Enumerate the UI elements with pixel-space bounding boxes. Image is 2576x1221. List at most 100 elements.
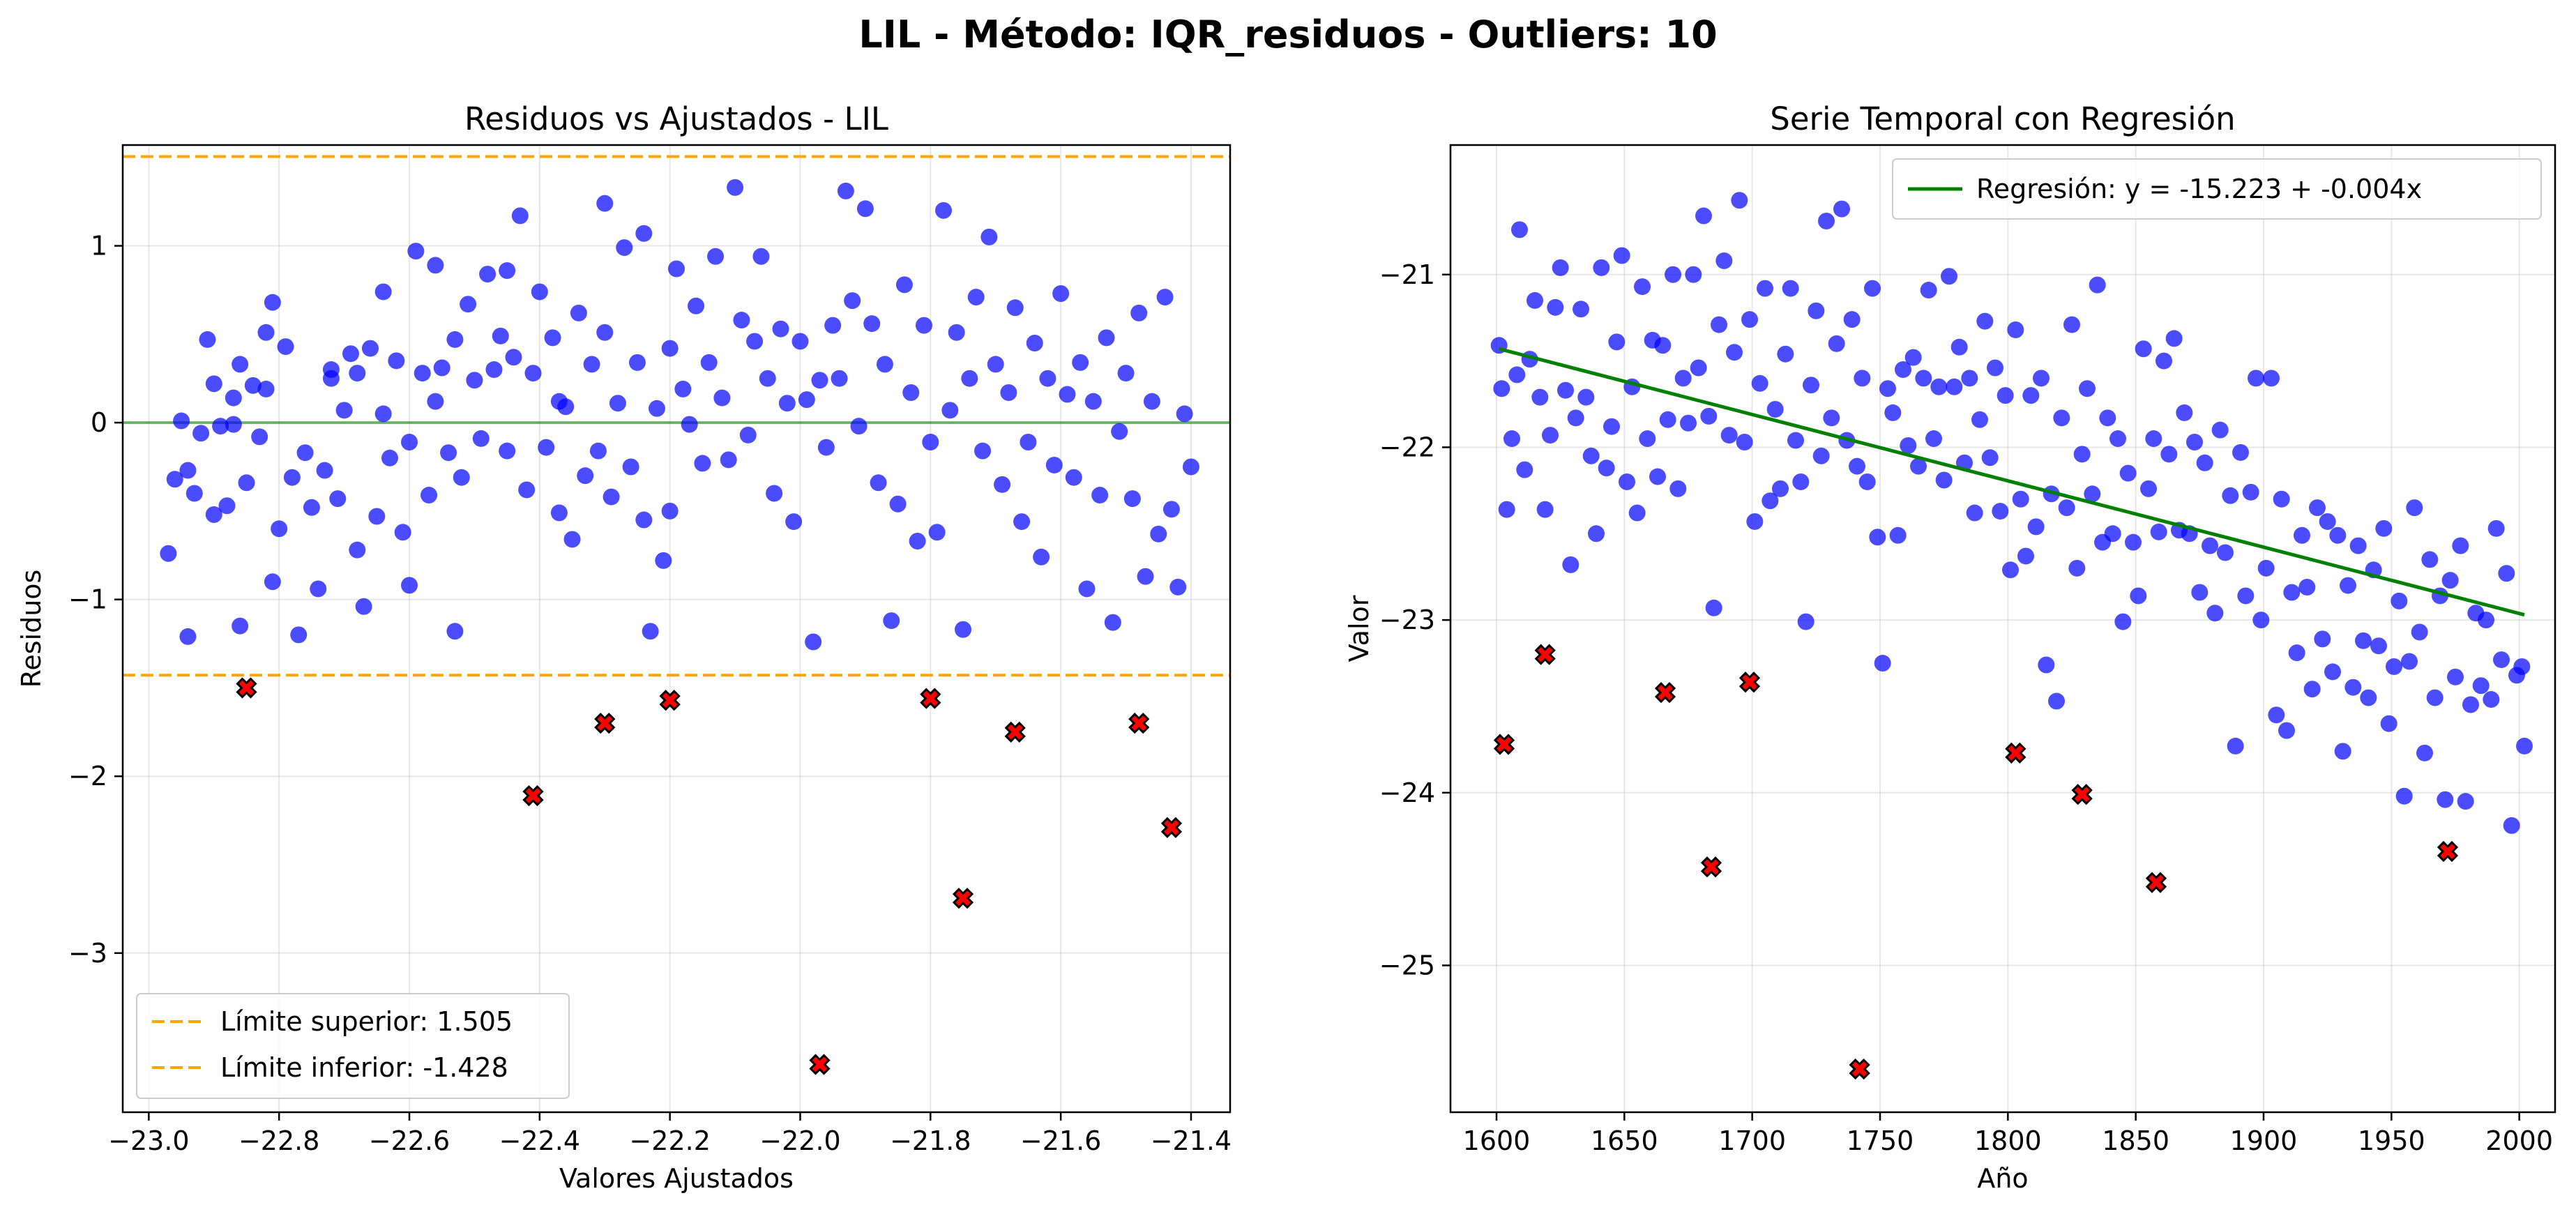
left-data-point: [1143, 393, 1160, 410]
right-data-point: [1577, 388, 1595, 406]
left-plot-title: Residuos vs Ajustados - LIL: [464, 100, 888, 137]
right-data-point: [1720, 427, 1738, 444]
right-data-point: [1731, 192, 1748, 209]
right-data-point: [1695, 207, 1712, 225]
right-data-point: [1854, 370, 1871, 387]
legend-upper-limit-label: Límite superior: 1.505: [220, 1006, 513, 1037]
legend-lower-limit-label: Límite inferior: -1.428: [220, 1052, 508, 1083]
right-data-point: [2237, 587, 2255, 605]
right-data-point: [1950, 338, 1968, 356]
right-data-point: [1685, 266, 1702, 283]
right-data-point: [1869, 529, 1886, 546]
right-data-point: [1772, 480, 1789, 497]
left-data-point: [616, 239, 633, 257]
left-data-point: [739, 426, 757, 443]
left-data-point: [499, 442, 516, 460]
right-xtick-label: 1950: [2358, 1125, 2425, 1156]
left-data-point: [381, 449, 398, 467]
left-ytick-label: 1: [91, 231, 107, 261]
left-xaxis-label: Valores Ajustados: [559, 1163, 794, 1194]
right-data-point: [1812, 447, 1830, 464]
right-data-point: [1981, 449, 1999, 467]
left-data-point: [271, 520, 288, 538]
right-data-point: [2324, 663, 2341, 681]
left-data-point: [870, 474, 887, 492]
left-data-point: [915, 317, 932, 334]
left-data-point: [967, 289, 985, 306]
right-data-point: [1619, 473, 1635, 490]
left-data-point: [342, 345, 359, 363]
right-data-point: [2022, 387, 2040, 404]
left-data-point: [1078, 580, 1096, 598]
right-data-point: [1665, 266, 1681, 283]
left-data-point: [401, 577, 418, 594]
right-data-point: [2395, 787, 2413, 805]
right-data-point: [2340, 577, 2356, 594]
left-data-point: [492, 327, 509, 344]
right-outlier-point: [2005, 742, 2026, 764]
right-data-point: [2206, 605, 2224, 622]
left-data-point: [817, 439, 835, 456]
left-grid: [123, 145, 1230, 1112]
right-data-point: [2217, 544, 2234, 561]
left-data-point: [205, 375, 222, 393]
right-data-point: [1935, 471, 1953, 489]
right-data-point: [2498, 565, 2515, 582]
left-data-point: [460, 296, 477, 313]
left-data-point: [1020, 433, 1037, 450]
left-data-point: [922, 433, 939, 450]
left-data-point: [713, 389, 731, 407]
right-data-point: [2257, 559, 2275, 577]
right-data-point: [2309, 499, 2326, 517]
left-data-point: [635, 225, 653, 242]
right-data-point: [1542, 427, 1559, 444]
left-data-point: [805, 633, 822, 651]
right-data-point: [2386, 658, 2402, 675]
right-data-point: [1567, 409, 1584, 427]
left-data-point: [759, 370, 776, 387]
right-outlier-point: [1700, 856, 1722, 878]
right-data-point: [2344, 678, 2362, 696]
regression-line: [1499, 347, 2525, 617]
right-data-point: [1808, 302, 1825, 319]
right-data-point: [1654, 337, 1672, 354]
right-ytick-label: −21: [1379, 259, 1435, 290]
left-data-point: [635, 511, 653, 529]
right-data-point: [2472, 677, 2490, 695]
left-data-point: [251, 428, 268, 446]
right-data-point: [1751, 374, 1768, 392]
left-data-point: [205, 506, 222, 523]
right-data-point: [2406, 499, 2423, 517]
left-data-point: [577, 467, 594, 485]
right-xtick-label: 1650: [1591, 1125, 1658, 1156]
right-data-point: [2380, 715, 2397, 732]
left-data-point: [544, 329, 561, 347]
left-data-point: [179, 462, 197, 479]
left-data-point: [785, 513, 803, 531]
left-data-point: [994, 476, 1011, 493]
left-data-point: [1182, 458, 1199, 476]
left-data-point: [479, 266, 497, 283]
left-data-point: [603, 488, 620, 506]
left-data-point: [811, 372, 828, 389]
right-outlier-point: [1493, 734, 1515, 755]
left-data-point: [642, 623, 659, 640]
right-data-point: [1680, 414, 1697, 432]
left-data-point: [798, 391, 815, 409]
right-data-point: [2135, 340, 2152, 358]
left-data-point: [700, 354, 718, 371]
left-data-point: [374, 283, 392, 301]
right-data-point: [1562, 556, 1579, 573]
left-data-point: [752, 248, 770, 265]
right-data-point: [2119, 464, 2137, 482]
left-data-point: [889, 495, 907, 513]
right-xtick-label: 1900: [2230, 1125, 2298, 1156]
right-ytick-label: −24: [1379, 778, 1435, 808]
left-data-point: [1039, 370, 1056, 387]
left-data-point: [257, 380, 275, 397]
right-data-point: [2145, 430, 2162, 448]
right-data-point: [1628, 504, 1646, 522]
right-ytick-label: −22: [1379, 432, 1435, 462]
right-data-point: [2125, 533, 2142, 551]
left-data-point: [244, 377, 262, 394]
